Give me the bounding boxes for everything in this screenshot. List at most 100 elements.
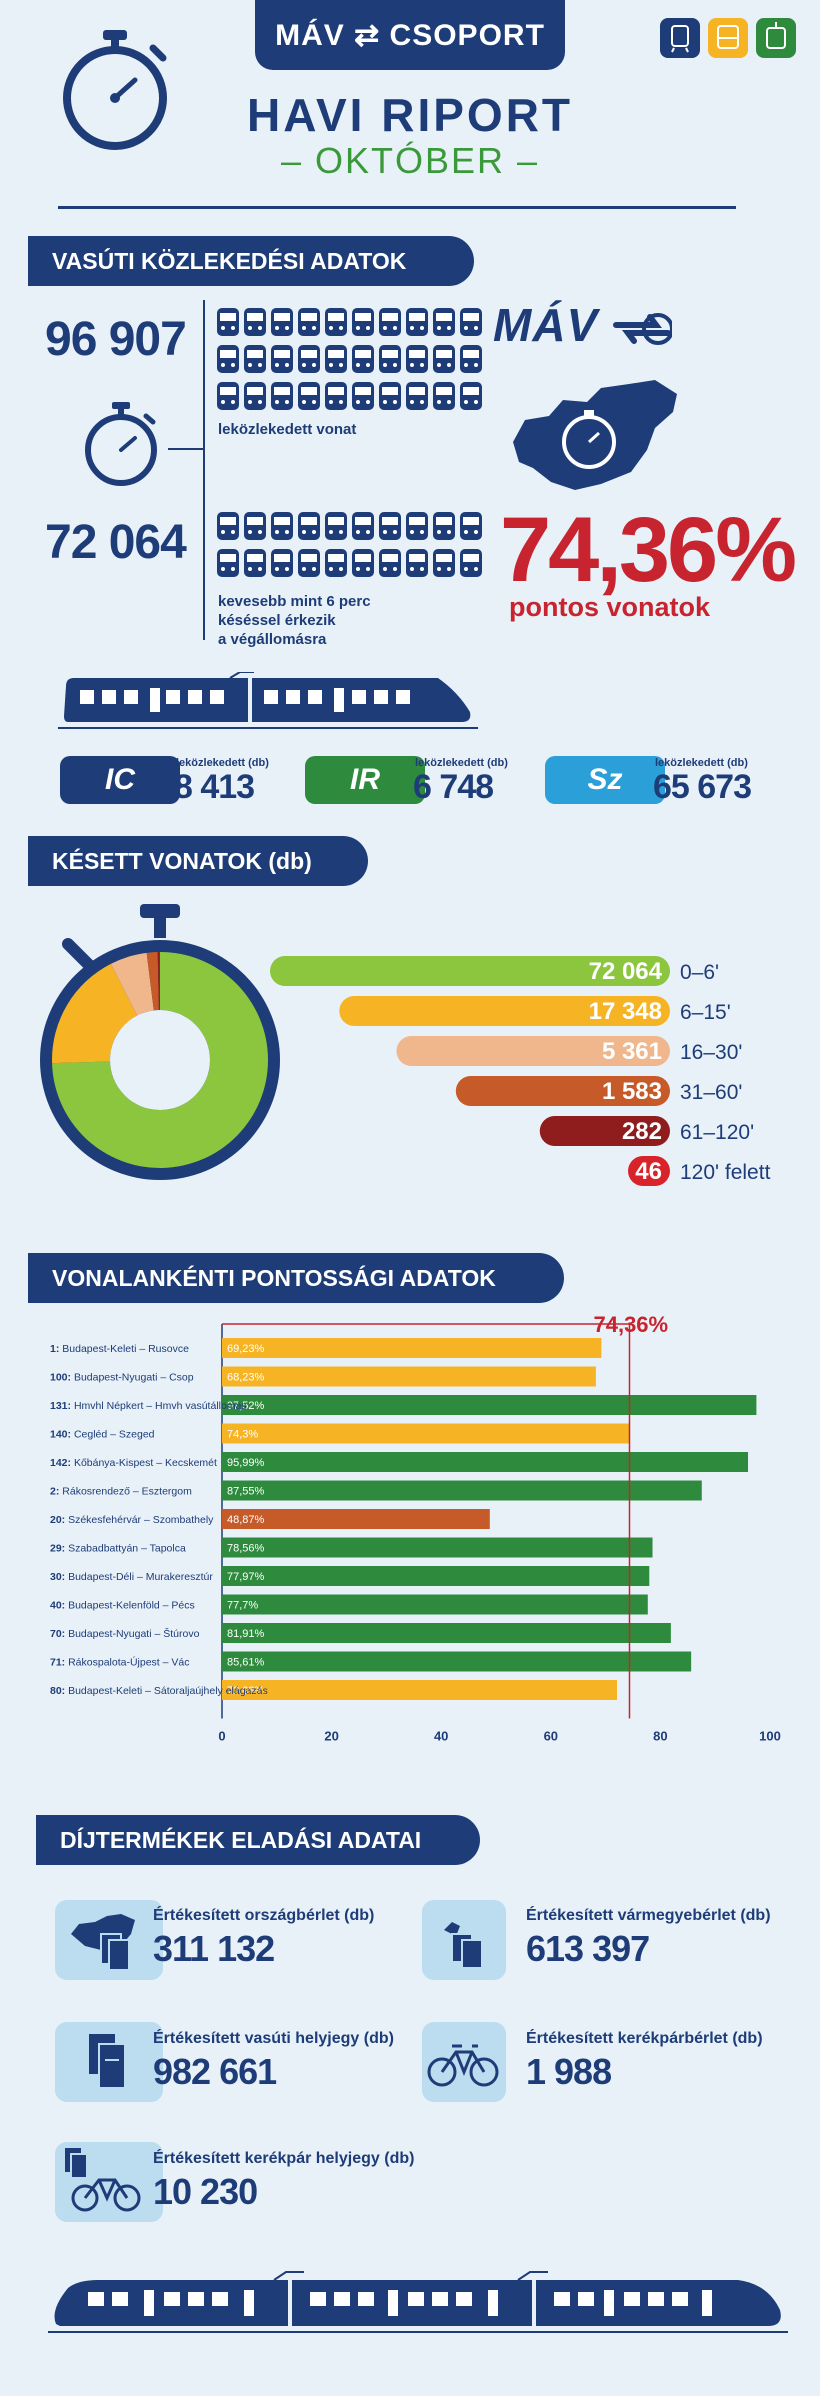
train-pictogram (244, 345, 266, 373)
delay-bar-value: 5 361 (602, 1038, 662, 1065)
sale-label-country: Értékesített országbérlet (db) (153, 1907, 375, 1924)
sale-label-bike-pass: Értékesített kerékpárbérlet (db) (526, 2030, 763, 2047)
line-bar-value: 95,99% (227, 1457, 265, 1469)
train-pictogram (352, 345, 374, 373)
stopwatch-small-icon (80, 400, 162, 493)
x-tick-label: 60 (544, 1729, 558, 1744)
delay-bar (270, 956, 670, 986)
delay-bar-category: 6–15' (680, 1001, 731, 1024)
line-bar (222, 1480, 702, 1501)
train-pictogram (244, 308, 266, 336)
sale-label-bike-ticket: Értékesített kerékpár helyjegy (db) (153, 2150, 415, 2167)
train-pictogram (460, 308, 482, 336)
train-pictogram (406, 382, 428, 410)
line-bar-category: 131: Hmvhl Népkert – Hmvh vasútállomás (50, 1400, 247, 1412)
line-bar-category: 71: Rákospalota-Újpest – Vác (50, 1656, 190, 1669)
tram-icon (756, 18, 796, 58)
line-bar-value: 78,56% (227, 1543, 265, 1555)
brand-logo: MÁV ⇄ CSOPORT (255, 0, 565, 70)
train-pictogram (433, 345, 455, 373)
train-pictogram (379, 512, 401, 540)
section-heading-delays: KÉSETT VONATOK (db) (28, 836, 368, 886)
train-pictogram (379, 308, 401, 336)
line-bar-value: 48,87% (227, 1514, 265, 1526)
section-heading-traffic: VASÚTI KÖZLEKEDÉSI ADATOK (28, 236, 474, 286)
page-title: HAVI RIPORT (246, 89, 574, 141)
train-pictogram (217, 308, 239, 336)
ir-value: 6 748 (413, 768, 494, 806)
donut-slice (157, 952, 160, 1011)
donut-slice (110, 952, 154, 1016)
x-tick-label: 20 (324, 1729, 338, 1744)
stopwatch-button (62, 938, 96, 972)
line-bar (222, 1366, 596, 1387)
train-pictogram (433, 549, 455, 577)
sale-value-bike-ticket: 10 230 (153, 2171, 258, 2212)
train-pictogram (406, 549, 428, 577)
line-bar (222, 1537, 653, 1558)
line-bar (222, 1423, 630, 1444)
trains-run-value: 96 907 (45, 313, 187, 366)
train-icon (660, 18, 700, 58)
train-pictogram (406, 308, 428, 336)
train-pictogram (460, 512, 482, 540)
line-bar (222, 1395, 757, 1415)
train-pictogram (325, 382, 347, 410)
punctuality-label: pontos vonatok (509, 592, 710, 622)
page-subtitle: – OKTÓBER – (280, 140, 540, 181)
donut-slice (52, 963, 138, 1064)
delay-bar-category: 120' felett (680, 1161, 771, 1184)
sale-label-county: Értékesített vármegyebérlet (db) (526, 1907, 771, 1924)
sale-value-county: 613 397 (526, 1928, 650, 1969)
train-pictogram (271, 382, 293, 410)
delay-bar (455, 1076, 670, 1106)
delay-bar (339, 996, 670, 1026)
train-pictogram (217, 549, 239, 577)
seat-ticket-icon (55, 2022, 163, 2102)
line-bar-value: 87,55% (227, 1486, 265, 1498)
line-bar-value: 74,3% (227, 1429, 258, 1441)
delay-bar-value: 46 (635, 1158, 662, 1185)
line-bar-category: 40: Budapest-Kelenföld – Pécs (50, 1600, 195, 1612)
bicycle-icon (422, 2022, 506, 2102)
delay-bar (628, 1156, 670, 1186)
sale-value-bike-pass: 1 988 (526, 2051, 612, 2092)
train-pictogram (271, 549, 293, 577)
bus-icon (708, 18, 748, 58)
train-pictogram (379, 345, 401, 373)
train-pictogram (352, 382, 374, 410)
x-tick-label: 100 (759, 1729, 781, 1744)
train-pictogram (271, 308, 293, 336)
section-heading-lines: VONALANKÉNTI PONTOSSÁGI ADATOK (28, 1253, 564, 1303)
line-bar (222, 1594, 648, 1615)
mav-logo: MÁV (493, 298, 675, 352)
line-bar-value: 72,08% (227, 1685, 265, 1697)
line-bar-value: 69,23% (227, 1343, 265, 1355)
trains-run-label: leközlekedett vonat (218, 421, 357, 438)
train-pictogram (433, 382, 455, 410)
x-tick-label: 80 (653, 1729, 667, 1744)
line-bar-category: 1: Budapest-Keleti – Rusovce (50, 1343, 189, 1355)
ir-label: leközlekedett (db) (415, 757, 508, 769)
train-pictogram (217, 382, 239, 410)
section-heading-sales: DÍJTERMÉKEK ELADÁSI ADATAI (36, 1815, 480, 1865)
ic-value: 8 413 (174, 768, 255, 806)
train-pictogram (433, 512, 455, 540)
line-bar (222, 1338, 602, 1358)
line-bar-category: 80: Budapest-Keleti – Sátoraljaújhely el… (50, 1685, 268, 1697)
line-bar-category: 2: Rákosrendező – Esztergom (50, 1486, 192, 1498)
punctuality-percent: 74,36% (500, 499, 797, 601)
stopwatch-icon (55, 28, 175, 158)
train-pictogram (325, 512, 347, 540)
ir-badge: IR (305, 756, 425, 804)
line-bar-value: 97,52% (227, 1400, 265, 1412)
brand-text: MÁV ⇄ CSOPORT (275, 18, 545, 52)
train-pictogram (379, 382, 401, 410)
divider (58, 206, 736, 209)
mav-logo-text: MÁV (493, 299, 599, 351)
delay-bar-category: 16–30' (680, 1041, 742, 1064)
train-pictogram (352, 512, 374, 540)
train-pictogram (325, 308, 347, 336)
sale-label-seat: Értékesített vasúti helyjegy (db) (153, 2030, 394, 2047)
train-pictogram (298, 512, 320, 540)
